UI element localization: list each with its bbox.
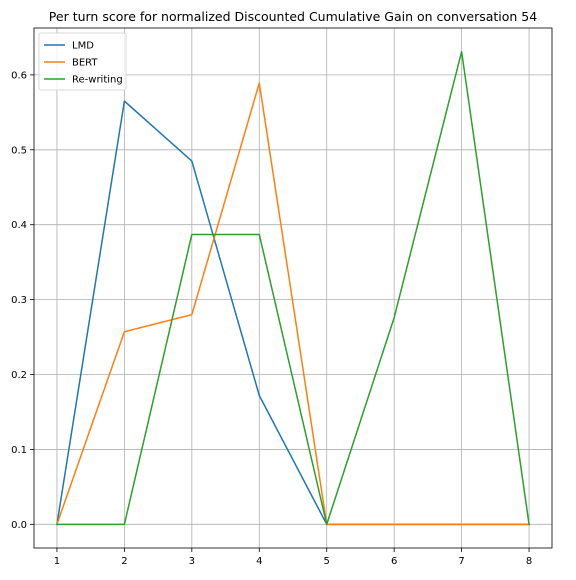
x-tick-label: 1 xyxy=(54,556,60,567)
x-tick-label: 7 xyxy=(458,556,464,567)
series-lines xyxy=(55,50,530,526)
plot-area: 1 2 3 4 5 6 7 8 0.0 0.1 0.2 0.3 0.4 0.5 0.6 LMD BERT Re-w… xyxy=(11,27,553,567)
x-tick-label: 4 xyxy=(256,556,262,567)
y-tick-label: 0.1 xyxy=(11,445,27,456)
legend-label: LMD xyxy=(72,41,94,52)
y-tick-label: 0.2 xyxy=(11,370,27,381)
legend-box xyxy=(38,32,127,91)
y-tick-label: 0.4 xyxy=(11,220,27,231)
series-line-bert xyxy=(55,82,530,526)
legend: LMD BERT Re-writing xyxy=(38,32,127,91)
y-tick-label: 0.6 xyxy=(11,70,27,81)
legend-label: Re-writing xyxy=(72,75,123,86)
x-tick-label: 3 xyxy=(189,556,195,567)
x-tick-label: 5 xyxy=(324,556,330,567)
x-tick-label: 6 xyxy=(391,556,397,567)
chart-title: Per turn score for normalized Discounted… xyxy=(49,9,537,24)
x-tick-label: 2 xyxy=(121,556,127,567)
y-tick-label: 0.5 xyxy=(11,145,27,156)
y-tick-label: 0.0 xyxy=(11,520,27,531)
plot-background xyxy=(34,28,552,548)
legend-label: BERT xyxy=(72,58,98,69)
axis-ticks: 1 2 3 4 5 6 7 8 0.0 0.1 0.2 0.3 0.4 0.5 0.6 xyxy=(11,70,532,567)
y-tick-label: 0.3 xyxy=(11,295,27,306)
x-tick-label: 8 xyxy=(526,556,532,567)
grid-lines xyxy=(34,28,552,548)
series-line-re-writing xyxy=(56,50,530,526)
plot-frame xyxy=(33,27,553,549)
